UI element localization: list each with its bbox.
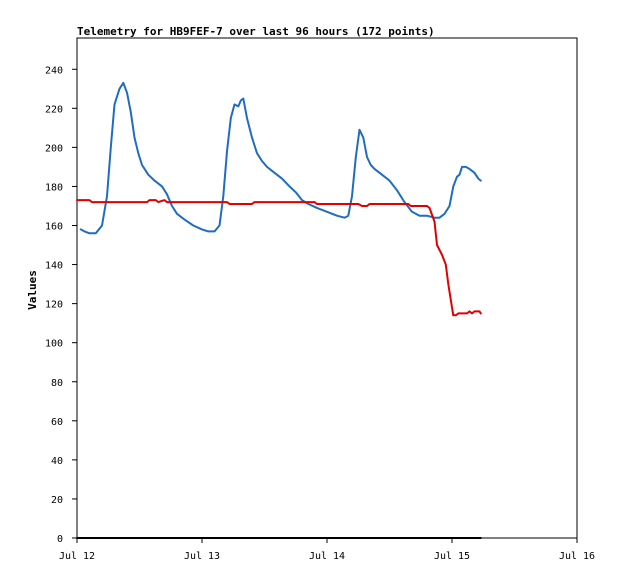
y-tick-label: 240 — [45, 65, 63, 76]
blue-series-line — [79, 81, 482, 235]
y-tick-label: 120 — [45, 300, 63, 311]
x-tick-label: Jul 12 — [59, 551, 95, 562]
x-axis: Jul 12 Jul 13 Jul 14 Jul 15 Jul 16 — [59, 538, 595, 562]
x-tick-label: Jul 14 — [309, 551, 345, 562]
y-tick-label: 160 — [45, 222, 63, 233]
y-tick-label: 80 — [51, 378, 63, 389]
y-tick-label: 20 — [51, 495, 63, 506]
x-tick-label: Jul 16 — [559, 551, 595, 562]
y-axis: 0 20 40 60 80 100 120 140 160 180 200 220 240 — [45, 65, 77, 545]
red-series-line — [76, 199, 482, 317]
plot-frame — [76, 37, 578, 539]
y-tick-label: 100 — [45, 339, 63, 350]
y-tick-label: 40 — [51, 456, 63, 467]
y-tick-label: 0 — [57, 534, 63, 545]
y-tick-label: 220 — [45, 104, 63, 115]
y-axis-label: Values — [26, 270, 39, 310]
y-tick-label: 180 — [45, 182, 63, 193]
x-tick-label: Jul 15 — [434, 551, 470, 562]
x-tick-label: Jul 13 — [184, 551, 220, 562]
series-layer — [76, 81, 482, 539]
y-tick-label: 140 — [45, 261, 63, 272]
y-tick-label: 200 — [45, 143, 63, 154]
chart-title: Telemetry for HB9FEF-7 over last 96 hour… — [77, 25, 435, 38]
y-tick-label: 60 — [51, 417, 63, 428]
